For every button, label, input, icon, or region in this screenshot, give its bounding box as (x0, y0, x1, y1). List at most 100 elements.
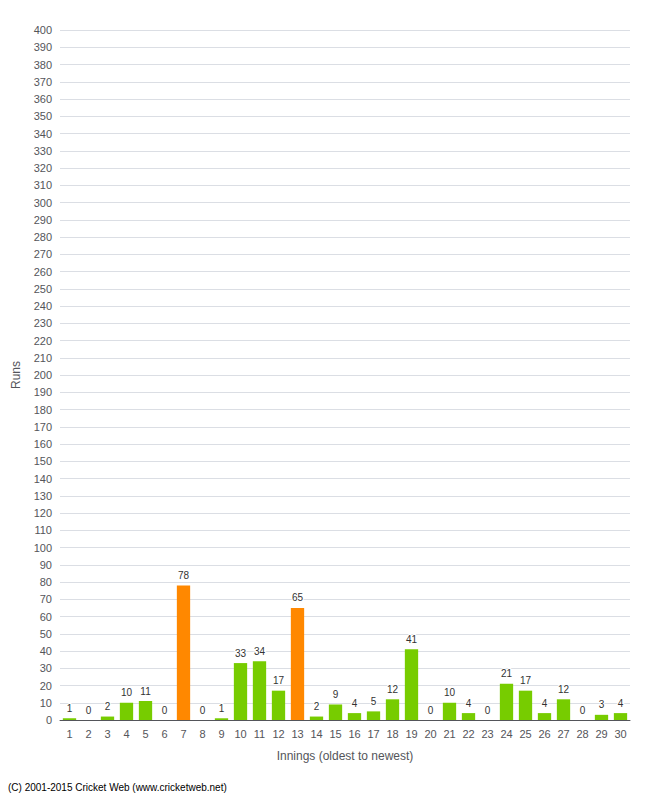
svg-text:40: 40 (40, 645, 52, 657)
svg-text:1: 1 (66, 728, 72, 740)
svg-text:9: 9 (218, 728, 224, 740)
svg-text:12: 12 (272, 728, 284, 740)
svg-text:180: 180 (34, 404, 52, 416)
svg-text:Runs: Runs (9, 361, 23, 389)
svg-text:380: 380 (34, 59, 52, 71)
svg-text:0: 0 (46, 714, 52, 726)
svg-text:12: 12 (387, 684, 399, 695)
svg-text:16: 16 (348, 728, 360, 740)
svg-text:33: 33 (235, 648, 247, 659)
svg-text:0: 0 (485, 705, 491, 716)
svg-text:2: 2 (85, 728, 91, 740)
svg-text:210: 210 (34, 352, 52, 364)
svg-text:14: 14 (310, 728, 322, 740)
svg-text:7: 7 (180, 728, 186, 740)
svg-text:24: 24 (500, 728, 512, 740)
svg-text:22: 22 (462, 728, 474, 740)
svg-text:19: 19 (405, 728, 417, 740)
svg-text:390: 390 (34, 41, 52, 53)
svg-text:400: 400 (34, 24, 52, 36)
svg-text:21: 21 (443, 728, 455, 740)
svg-text:6: 6 (161, 728, 167, 740)
svg-text:27: 27 (557, 728, 569, 740)
svg-text:190: 190 (34, 386, 52, 398)
svg-text:320: 320 (34, 162, 52, 174)
svg-text:4: 4 (352, 698, 358, 709)
svg-text:Innings (oldest to newest): Innings (oldest to newest) (277, 749, 414, 763)
svg-text:65: 65 (292, 592, 304, 603)
svg-text:360: 360 (34, 93, 52, 105)
svg-text:230: 230 (34, 317, 52, 329)
svg-text:17: 17 (367, 728, 379, 740)
svg-text:12: 12 (558, 684, 570, 695)
svg-text:4: 4 (123, 728, 129, 740)
svg-text:370: 370 (34, 76, 52, 88)
svg-text:170: 170 (34, 421, 52, 433)
svg-text:90: 90 (40, 559, 52, 571)
svg-text:10: 10 (121, 687, 133, 698)
svg-text:8: 8 (199, 728, 205, 740)
svg-text:1: 1 (219, 703, 225, 714)
svg-text:310: 310 (34, 179, 52, 191)
svg-text:200: 200 (34, 369, 52, 381)
svg-text:260: 260 (34, 266, 52, 278)
svg-text:0: 0 (200, 705, 206, 716)
svg-text:41: 41 (406, 634, 418, 645)
svg-text:100: 100 (34, 542, 52, 554)
svg-text:0: 0 (428, 705, 434, 716)
svg-text:3: 3 (104, 728, 110, 740)
svg-text:18: 18 (386, 728, 398, 740)
svg-text:29: 29 (595, 728, 607, 740)
svg-text:4: 4 (618, 698, 624, 709)
svg-text:220: 220 (34, 335, 52, 347)
svg-text:110: 110 (34, 524, 52, 536)
svg-text:140: 140 (34, 473, 52, 485)
svg-text:78: 78 (178, 570, 190, 581)
svg-text:50: 50 (40, 628, 52, 640)
svg-text:4: 4 (466, 698, 472, 709)
svg-text:0: 0 (86, 705, 92, 716)
svg-text:350: 350 (34, 110, 52, 122)
svg-text:150: 150 (34, 455, 52, 467)
svg-text:2: 2 (314, 701, 320, 712)
svg-text:25: 25 (519, 728, 531, 740)
svg-text:26: 26 (538, 728, 550, 740)
svg-text:28: 28 (576, 728, 588, 740)
svg-text:20: 20 (424, 728, 436, 740)
svg-text:30: 30 (40, 662, 52, 674)
svg-text:3: 3 (599, 699, 605, 710)
svg-text:17: 17 (273, 675, 285, 686)
svg-text:34: 34 (254, 646, 266, 657)
svg-text:340: 340 (34, 128, 52, 140)
svg-text:250: 250 (34, 283, 52, 295)
svg-text:290: 290 (34, 214, 52, 226)
svg-text:4: 4 (542, 698, 548, 709)
svg-text:280: 280 (34, 231, 52, 243)
svg-text:70: 70 (40, 593, 52, 605)
svg-text:20: 20 (40, 680, 52, 692)
svg-text:160: 160 (34, 438, 52, 450)
svg-text:60: 60 (40, 611, 52, 623)
svg-text:120: 120 (34, 507, 52, 519)
svg-text:11: 11 (140, 686, 151, 697)
svg-text:17: 17 (520, 675, 532, 686)
svg-text:(C) 2001-2015 Cricket Web (www: (C) 2001-2015 Cricket Web (www.cricketwe… (8, 782, 227, 793)
svg-text:240: 240 (34, 300, 52, 312)
svg-text:30: 30 (614, 728, 626, 740)
svg-text:5: 5 (142, 728, 148, 740)
svg-text:1: 1 (67, 703, 73, 714)
svg-text:21: 21 (501, 668, 513, 679)
svg-text:5: 5 (371, 696, 377, 707)
svg-text:270: 270 (34, 248, 52, 260)
svg-text:0: 0 (162, 705, 168, 716)
svg-text:80: 80 (40, 576, 52, 588)
svg-text:130: 130 (34, 490, 52, 502)
svg-text:0: 0 (580, 705, 586, 716)
svg-text:300: 300 (34, 197, 52, 209)
svg-text:10: 10 (444, 687, 456, 698)
svg-text:2: 2 (105, 701, 111, 712)
svg-text:23: 23 (481, 728, 493, 740)
svg-text:11: 11 (254, 728, 265, 740)
svg-text:10: 10 (40, 697, 52, 709)
svg-text:13: 13 (291, 728, 303, 740)
